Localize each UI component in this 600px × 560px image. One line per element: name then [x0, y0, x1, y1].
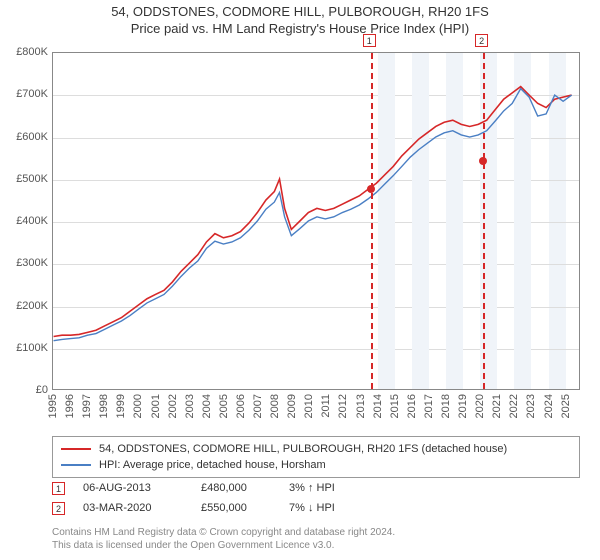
y-tick-label: £600K [16, 131, 48, 143]
sale-price: £480,000 [201, 482, 271, 494]
y-tick-label: £400K [16, 215, 48, 227]
x-tick-label: 1996 [64, 394, 76, 418]
sales-table: 1 06-AUG-2013 £480,000 3% ↑ HPI 2 03-MAR-2020… [52, 478, 369, 518]
y-tick-label: £200K [16, 300, 48, 312]
footer-line2: This data is licensed under the Open Gov… [52, 539, 395, 552]
x-tick-label: 2003 [184, 394, 196, 418]
y-tick-label: £800K [16, 46, 48, 58]
sale-dot [479, 157, 487, 165]
x-tick-label: 2012 [337, 394, 349, 418]
sale-date: 06-AUG-2013 [83, 482, 183, 494]
legend-label: 54, ODDSTONES, CODMORE HILL, PULBOROUGH,… [99, 443, 507, 455]
x-tick-label: 2005 [218, 394, 230, 418]
chart-title: 54, ODDSTONES, CODMORE HILL, PULBOROUGH,… [0, 4, 600, 19]
sale-marker-2: 2 [475, 34, 488, 47]
sale-index-box: 2 [52, 502, 65, 515]
x-tick-label: 2018 [440, 394, 452, 418]
sale-date: 03-MAR-2020 [83, 502, 183, 514]
sale-index-box: 1 [52, 482, 65, 495]
legend-box: 54, ODDSTONES, CODMORE HILL, PULBOROUGH,… [52, 436, 580, 478]
x-tick-label: 2006 [235, 394, 247, 418]
chart-container: 54, ODDSTONES, CODMORE HILL, PULBOROUGH,… [0, 0, 600, 560]
plot-area [52, 52, 580, 390]
y-tick-label: £700K [16, 88, 48, 100]
x-tick-label: 2013 [355, 394, 367, 418]
legend-item: HPI: Average price, detached house, Hors… [61, 457, 571, 473]
legend-swatch [61, 448, 91, 450]
x-tick-label: 2002 [167, 394, 179, 418]
footer-text: Contains HM Land Registry data © Crown c… [52, 526, 395, 552]
x-tick-label: 2008 [269, 394, 281, 418]
sale-vline [371, 53, 373, 389]
x-tick-label: 1998 [98, 394, 110, 418]
x-tick-label: 2024 [543, 394, 555, 418]
x-tick-label: 2023 [525, 394, 537, 418]
x-tick-label: 2010 [303, 394, 315, 418]
line-series-svg [53, 53, 579, 389]
x-tick-label: 1997 [81, 394, 93, 418]
x-tick-label: 2022 [508, 394, 520, 418]
x-tick-label: 2011 [320, 394, 332, 418]
x-tick-label: 2000 [132, 394, 144, 418]
chart-subtitle: Price paid vs. HM Land Registry's House … [0, 21, 600, 36]
x-tick-label: 2019 [457, 394, 469, 418]
sale-marker-1: 1 [363, 34, 376, 47]
x-tick-label: 2007 [252, 394, 264, 418]
y-tick-label: £100K [16, 342, 48, 354]
sale-dot [367, 185, 375, 193]
x-tick-label: 2016 [406, 394, 418, 418]
legend-swatch [61, 464, 91, 466]
sale-row: 1 06-AUG-2013 £480,000 3% ↑ HPI [52, 478, 369, 498]
x-tick-label: 2017 [423, 394, 435, 418]
legend-label: HPI: Average price, detached house, Hors… [99, 459, 326, 471]
sale-pct: 3% ↑ HPI [289, 482, 369, 494]
x-tick-label: 1995 [47, 394, 59, 418]
sale-vline [483, 53, 485, 389]
series-property_price [54, 87, 572, 337]
x-tick-label: 2020 [474, 394, 486, 418]
x-tick-label: 2025 [560, 394, 572, 418]
x-tick-label: 2015 [389, 394, 401, 418]
legend-item: 54, ODDSTONES, CODMORE HILL, PULBOROUGH,… [61, 441, 571, 457]
sale-price: £550,000 [201, 502, 271, 514]
y-tick-label: £300K [16, 257, 48, 269]
x-tick-label: 2021 [491, 394, 503, 418]
sale-row: 2 03-MAR-2020 £550,000 7% ↓ HPI [52, 498, 369, 518]
x-tick-label: 2004 [201, 394, 213, 418]
x-tick-label: 2009 [286, 394, 298, 418]
footer-line1: Contains HM Land Registry data © Crown c… [52, 526, 395, 539]
x-tick-label: 2014 [372, 394, 384, 418]
x-tick-label: 2001 [150, 394, 162, 418]
sale-pct: 7% ↓ HPI [289, 502, 369, 514]
x-tick-label: 1999 [115, 394, 127, 418]
y-tick-label: £500K [16, 173, 48, 185]
series-hpi_horsham [54, 89, 572, 341]
title-block: 54, ODDSTONES, CODMORE HILL, PULBOROUGH,… [0, 0, 600, 36]
